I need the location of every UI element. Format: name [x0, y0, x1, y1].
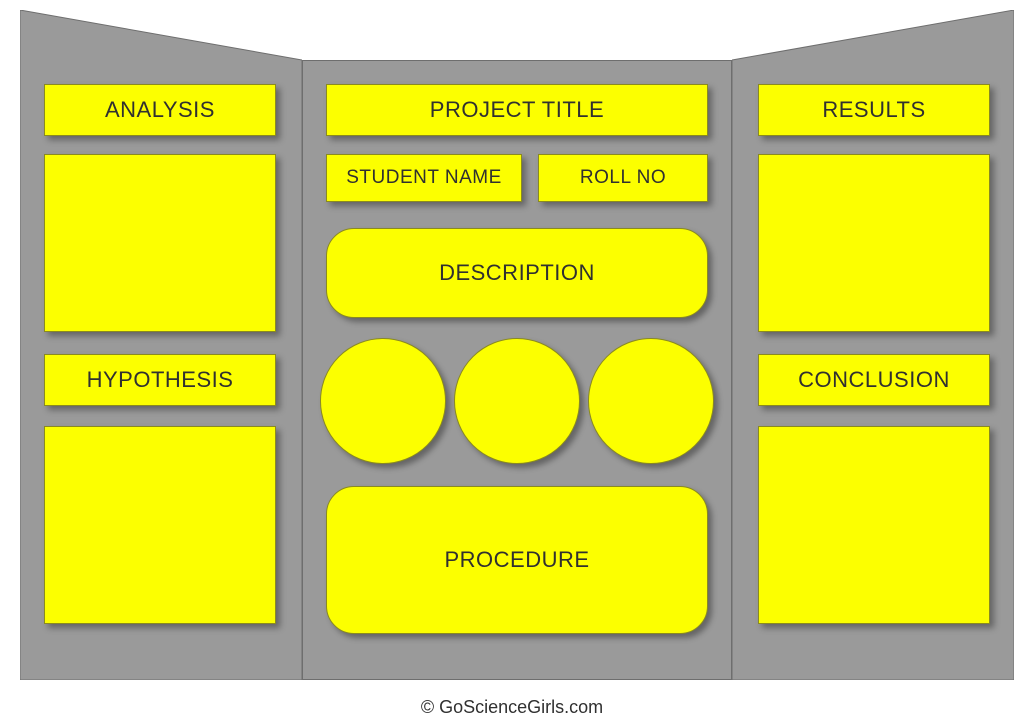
procedure-box: PROCEDURE: [326, 486, 708, 634]
description-box: DESCRIPTION: [326, 228, 708, 318]
conclusion-content-box: [758, 426, 990, 624]
center-panel: PROJECT TITLE STUDENT NAME ROLL NO DESCR…: [302, 60, 732, 680]
image-circle-3: [588, 338, 714, 464]
student-name-label: STUDENT NAME: [346, 167, 502, 189]
analysis-label-box: ANALYSIS: [44, 84, 276, 136]
hypothesis-label-box: HYPOTHESIS: [44, 354, 276, 406]
left-flap: ANALYSIS HYPOTHESIS: [20, 10, 302, 680]
description-label: DESCRIPTION: [439, 260, 595, 286]
roll-no-box: ROLL NO: [538, 154, 708, 202]
results-label: RESULTS: [822, 97, 925, 123]
roll-no-label: ROLL NO: [580, 167, 666, 189]
trifold-board: ANALYSIS HYPOTHESIS PROJECT TITLE STUDEN…: [20, 10, 1004, 680]
image-circle-2: [454, 338, 580, 464]
results-content-box: [758, 154, 990, 332]
results-label-box: RESULTS: [758, 84, 990, 136]
project-title-box: PROJECT TITLE: [326, 84, 708, 136]
hypothesis-content-box: [44, 426, 276, 624]
hypothesis-label: HYPOTHESIS: [87, 367, 234, 393]
project-title-label: PROJECT TITLE: [430, 97, 604, 123]
conclusion-label: CONCLUSION: [798, 367, 950, 393]
credit-text: © GoScienceGirls.com: [0, 697, 1024, 718]
right-flap: RESULTS CONCLUSION: [732, 10, 1014, 680]
procedure-label: PROCEDURE: [444, 547, 589, 573]
analysis-label: ANALYSIS: [105, 97, 215, 123]
student-name-box: STUDENT NAME: [326, 154, 522, 202]
analysis-content-box: [44, 154, 276, 332]
image-circle-1: [320, 338, 446, 464]
conclusion-label-box: CONCLUSION: [758, 354, 990, 406]
